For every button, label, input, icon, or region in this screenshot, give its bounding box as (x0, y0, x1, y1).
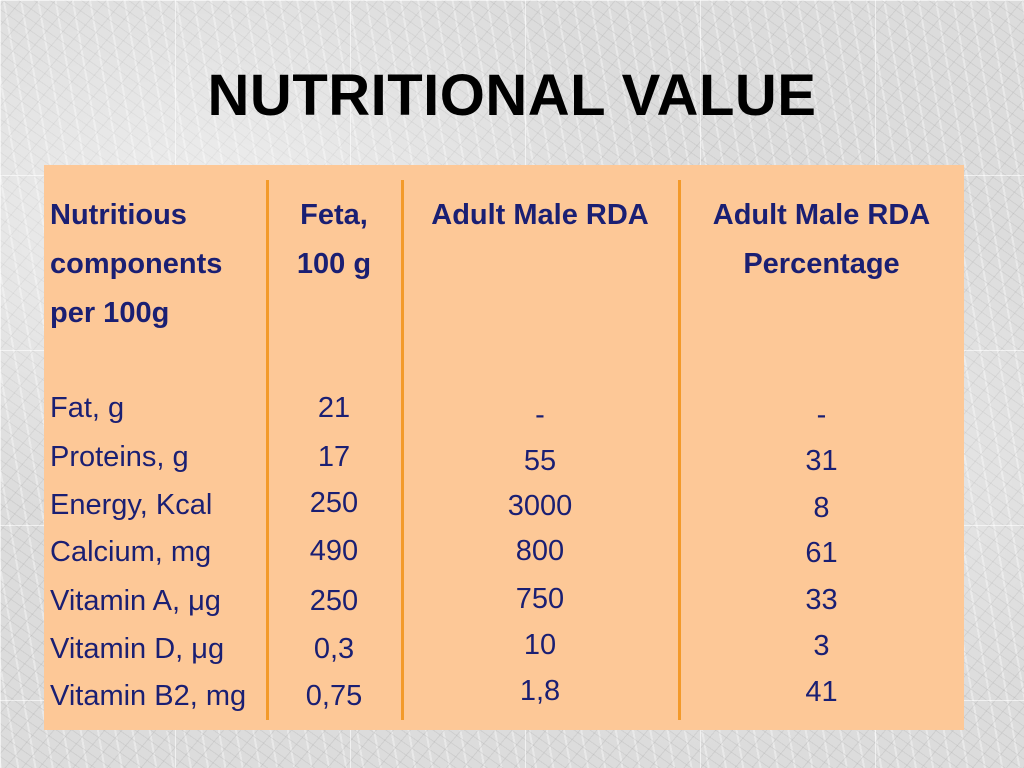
column-separator (266, 180, 269, 720)
header-feta: 100 g (296, 248, 372, 280)
header-component: components (50, 248, 223, 280)
header-component: Nutritious (50, 199, 187, 231)
pct-cell: 61 (805, 537, 838, 569)
header-rda-percentage: Adult Male RDA (712, 199, 931, 231)
pct-cell: 33 (805, 584, 838, 616)
header-rda: Adult Male RDA (431, 199, 649, 231)
feta-cell: 0,75 (305, 680, 363, 712)
rda-cell: 750 (515, 583, 565, 615)
column-separator (678, 180, 681, 720)
component-cell: Fat, g (50, 392, 125, 424)
rda-cell: 800 (515, 535, 565, 567)
slide-title: NUTRITIONAL VALUE (207, 63, 817, 128)
feta-cell: 250 (309, 585, 359, 617)
feta-cell: 250 (309, 487, 359, 519)
header-feta: Feta, (300, 199, 368, 231)
feta-cell: 21 (317, 392, 351, 424)
component-cell: Calcium, mg (50, 536, 212, 568)
header-rda-percentage: Percentage (743, 248, 900, 280)
header-component: per 100g (50, 297, 170, 329)
component-cell: Vitamin D, μg (50, 633, 225, 665)
pct-cell: 31 (805, 445, 838, 477)
pct-cell: 3 (813, 630, 830, 662)
component-cell: Proteins, g (50, 441, 189, 473)
component-cell: Vitamin A, μg (50, 585, 221, 617)
feta-cell: 0,3 (313, 633, 355, 665)
component-cell: Energy, Kcal (50, 489, 213, 521)
component-cell: Vitamin B2, mg (50, 680, 247, 712)
feta-cell: 490 (309, 535, 359, 567)
column-separator (401, 180, 404, 720)
rda-cell: - (535, 399, 545, 431)
pct-cell: - (816, 399, 827, 431)
rda-cell: 10 (523, 629, 557, 661)
pct-cell: 41 (805, 676, 838, 708)
feta-cell: 17 (317, 441, 351, 473)
pct-cell: 8 (813, 492, 830, 524)
nutrition-table: Nutritious components per 100g Feta, 100… (44, 165, 964, 730)
rda-cell: 3000 (507, 490, 573, 522)
rda-cell: 55 (523, 445, 557, 477)
rda-cell: 1,8 (519, 675, 561, 707)
